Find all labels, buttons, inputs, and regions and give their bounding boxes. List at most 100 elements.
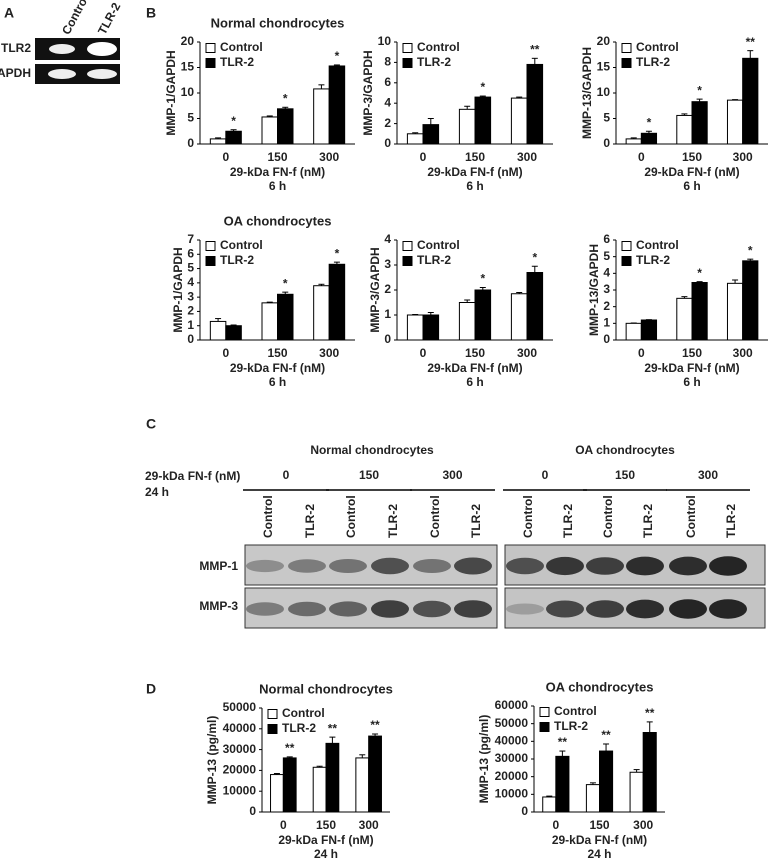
legend-label: TLR-2 — [282, 721, 316, 735]
bar — [328, 65, 346, 145]
x-axis-sublabel: 6 h — [683, 179, 700, 193]
panel-label: D — [146, 681, 156, 697]
y-tick-label: 1 — [603, 316, 610, 330]
y-tick-label: 40000 — [223, 721, 257, 735]
x-axis-sublabel: 6 h — [683, 375, 700, 389]
y-tick-label: 30000 — [223, 742, 257, 756]
x-axis-label: 29-kDa FN-f (nM) — [230, 165, 325, 179]
dose-label: 150 — [359, 468, 379, 482]
bar — [458, 108, 476, 145]
x-tick-label: 150 — [589, 818, 609, 832]
error-bar — [266, 301, 273, 303]
lane-label: Control — [684, 495, 698, 538]
x-axis-label: 29-kDa FN-f (nM) — [427, 361, 522, 375]
bar — [312, 766, 327, 813]
blot-band — [454, 600, 492, 618]
gel — [35, 38, 120, 84]
y-axis-label: MMP-13 (pg/ml) — [205, 716, 219, 805]
y-tick-label: 6 — [187, 246, 194, 260]
blot-band — [546, 556, 584, 576]
panel-label: C — [146, 416, 156, 432]
lane-label: Control — [261, 495, 275, 538]
bar — [510, 97, 528, 145]
error-bar — [316, 765, 323, 768]
x-axis-sublabel: 24 h — [314, 847, 338, 861]
legend-label: Control — [554, 704, 597, 718]
y-tick-label: 3 — [603, 282, 610, 296]
y-tick-label: 4 — [603, 266, 610, 280]
bar — [625, 322, 642, 341]
significance-label: * — [748, 243, 753, 257]
legend-swatch — [267, 709, 278, 719]
x-axis-sublabel: 6 h — [466, 375, 483, 389]
bar — [691, 282, 708, 341]
bar — [691, 101, 708, 145]
blot-label: MMP-1 — [199, 559, 238, 573]
blot-band — [329, 559, 367, 573]
y-tick-label: 60000 — [495, 698, 529, 712]
chart-title: Normal chondrocytes — [211, 15, 345, 30]
error-bar — [531, 57, 538, 65]
group-title: Normal chondrocytes — [310, 443, 434, 457]
x-tick-label: 150 — [267, 346, 287, 360]
blot-band — [546, 600, 584, 618]
time-label: 24 h — [145, 485, 169, 499]
significance-label: * — [283, 91, 288, 105]
significance-label: ** — [645, 706, 655, 720]
legend-swatch — [621, 43, 632, 53]
bar — [625, 138, 642, 145]
x-axis-label: 29-kDa FN-f (nM) — [427, 165, 522, 179]
error-bar — [286, 756, 293, 758]
y-tick-label: 5 — [187, 261, 194, 275]
x-axis-sublabel: 6 h — [466, 179, 483, 193]
error-bar — [589, 782, 596, 785]
x-tick-label: 0 — [280, 818, 287, 832]
y-tick-label: 0 — [384, 332, 391, 346]
x-axis-label: 29-kDa FN-f (nM) — [644, 361, 739, 375]
error-bar — [645, 130, 652, 134]
legend-label: Control — [417, 238, 460, 252]
bar — [328, 263, 346, 341]
significance-label: * — [283, 276, 288, 290]
legend-label: TLR-2 — [220, 55, 254, 69]
legend-swatch — [205, 241, 216, 251]
y-tick-label: 2 — [603, 299, 610, 313]
x-axis-sublabel: 6 h — [269, 179, 286, 193]
lane-label: Control — [601, 495, 615, 538]
error-bar — [633, 769, 640, 773]
bar — [422, 314, 440, 341]
y-tick-label: 4 — [187, 275, 194, 289]
y-axis-label: MMP-13/GAPDH — [580, 47, 594, 139]
chart-title: OA chondrocytes — [546, 679, 654, 694]
error-bar — [412, 132, 419, 134]
y-axis-label: MMP-3/GAPDH — [368, 247, 382, 332]
significance-label: * — [335, 246, 340, 260]
significance-label: ** — [370, 718, 380, 732]
bar — [313, 285, 330, 341]
blot-band — [288, 559, 326, 573]
bar — [225, 325, 242, 341]
blot-band — [506, 557, 544, 575]
error-bar — [531, 265, 538, 273]
blot-band — [413, 600, 451, 618]
x-axis-label: 29-kDa FN-f (nM) — [278, 833, 373, 847]
y-tick-label: 2 — [187, 304, 194, 318]
y-tick-label: 20 — [181, 34, 195, 48]
dose-label: 300 — [698, 468, 718, 482]
bar — [209, 320, 227, 341]
x-tick-label: 300 — [319, 346, 339, 360]
x-tick-label: 0 — [420, 150, 427, 164]
error-bar — [359, 754, 366, 758]
bar — [474, 96, 492, 145]
error-bar — [747, 258, 754, 261]
bar — [277, 108, 294, 145]
y-tick-label: 15 — [597, 60, 611, 74]
legend-label: Control — [636, 238, 679, 252]
x-tick-label: 300 — [517, 150, 537, 164]
bar — [629, 771, 644, 813]
significance-label: * — [532, 250, 537, 264]
error-bar — [273, 773, 280, 775]
x-tick-label: 0 — [638, 346, 645, 360]
y-tick-label: 5 — [187, 111, 194, 125]
